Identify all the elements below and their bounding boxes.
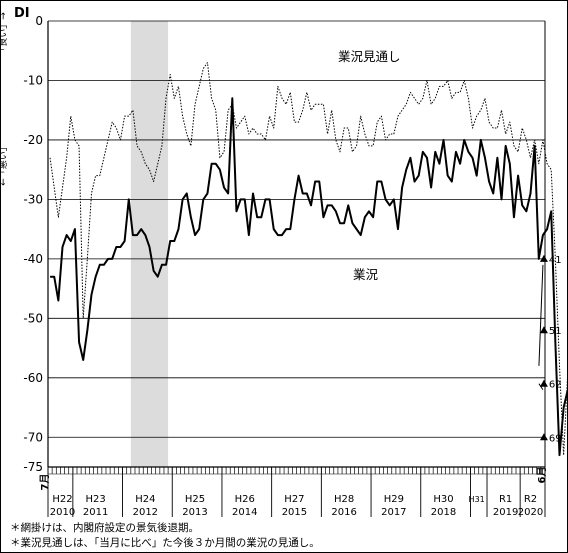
- x-era-label: H31: [469, 495, 485, 504]
- annotation-marker: [539, 254, 548, 262]
- x-era-label: H22: [52, 494, 72, 505]
- y-axis-direction-down: ←「悪い」: [0, 142, 9, 186]
- x-axis: H22 2010 H23 2011 H24 2012 H25 2013 H26 2014 H27 20…: [47, 467, 546, 518]
- annotation-arrow: [538, 383, 544, 391]
- annotation-marker: [539, 326, 548, 334]
- y-tick-label: -50: [23, 311, 43, 325]
- x-start-label: 7月: [39, 474, 51, 491]
- x-era-label: H30: [433, 494, 453, 505]
- x-year-label: 2011: [83, 507, 108, 518]
- x-era-label: H27: [284, 494, 304, 505]
- y-tick-label: -20: [23, 133, 43, 147]
- y-tick-label: 0: [35, 14, 43, 28]
- x-year-label: 2014: [232, 507, 257, 518]
- annotation-label: 69: [549, 433, 562, 444]
- annotation-marker: [539, 379, 548, 387]
- y-tick-label: -60: [23, 371, 43, 385]
- x-era-label: H29: [384, 494, 404, 505]
- x-era-label: R1: [499, 494, 512, 505]
- x-era-label: H28: [334, 494, 354, 505]
- x-year-label: 2015: [282, 507, 307, 518]
- footnote-shading: ＊網掛けは、内閣府設定の景気後退期。: [10, 522, 199, 534]
- y-axis-title: DI: [14, 6, 30, 21]
- series-label-outlook: 業況見通し: [338, 49, 401, 64]
- series-label-business: 業況: [353, 267, 379, 282]
- annotations: 41 51 62 69: [538, 254, 562, 444]
- y-tick-label: -30: [23, 192, 43, 206]
- annotation-label: 41: [549, 255, 562, 266]
- y-axis-direction-up: 「良い」→: [0, 12, 9, 56]
- annotation-label: 51: [549, 326, 562, 337]
- annotation-arrow: [538, 264, 544, 366]
- x-year-label: 2012: [133, 507, 158, 518]
- x-year-label: 2019: [493, 507, 518, 518]
- x-year-label: 2018: [431, 507, 456, 518]
- series-lines: [49, 62, 568, 457]
- annotation-marker: [539, 433, 548, 441]
- x-year-label: 2016: [331, 507, 356, 518]
- series-line-business: [50, 97, 568, 457]
- y-tick-label: -75: [23, 460, 43, 474]
- y-tick-label: -10: [23, 73, 43, 87]
- series-line-outlook: [49, 62, 568, 456]
- x-era-label: H26: [235, 494, 255, 505]
- x-year-label: 2013: [182, 507, 207, 518]
- footnote-outlook: ＊業況見通しは、「当月に比べ」た今後３か月間の業況の見通し。: [10, 537, 320, 549]
- x-year-label: 2010: [50, 507, 75, 518]
- x-era-label: H24: [135, 494, 155, 505]
- x-era-label: R2: [524, 494, 537, 505]
- y-axis: 0 -10 -20 -30 -40 -50 -60 -70 -75: [23, 14, 43, 474]
- y-tick-label: -70: [23, 430, 43, 444]
- x-era-label: H25: [185, 494, 205, 505]
- y-tick-label: -40: [23, 252, 43, 266]
- x-year-label: 2017: [381, 507, 406, 518]
- x-end-label: 6月: [536, 467, 548, 484]
- annotation-label: 62: [549, 380, 562, 391]
- x-year-label: 2020: [518, 507, 543, 518]
- x-era-label: H23: [86, 494, 106, 505]
